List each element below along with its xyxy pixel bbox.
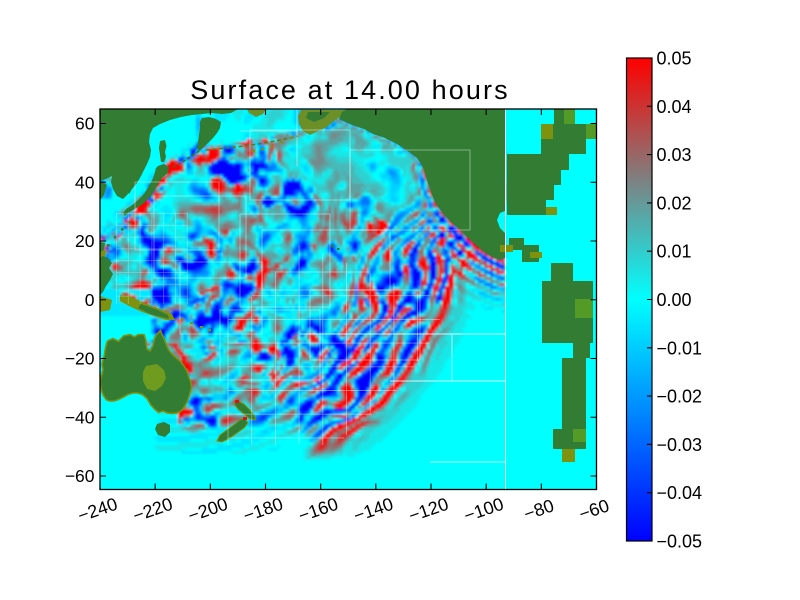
svg-text:0.03: 0.03 [657,145,692,165]
svg-text:40: 40 [75,172,95,192]
svg-text:−20: −20 [65,349,95,369]
svg-text:−0.02: −0.02 [657,387,703,407]
svg-text:−0.04: −0.04 [657,483,703,503]
svg-text:−0.05: −0.05 [657,532,703,552]
svg-text:−60: −60 [65,466,95,486]
svg-text:0.04: 0.04 [657,97,692,117]
svg-text:0: 0 [85,290,95,310]
svg-text:0.05: 0.05 [657,49,692,69]
svg-text:60: 60 [75,114,95,134]
svg-text:−0.01: −0.01 [657,338,703,358]
svg-text:20: 20 [75,231,95,251]
svg-text:Surface at 14.00 hours: Surface at 14.00 hours [190,75,509,105]
svg-text:0.00: 0.00 [657,290,692,310]
svg-text:0.01: 0.01 [657,242,692,262]
svg-text:−40: −40 [65,407,95,427]
svg-text:−0.03: −0.03 [657,435,703,455]
svg-text:0.02: 0.02 [657,193,692,213]
